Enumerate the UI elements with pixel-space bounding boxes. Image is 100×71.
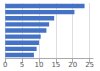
svg-text:10: 10 bbox=[35, 61, 44, 69]
svg-text:25: 25 bbox=[85, 61, 94, 69]
svg-text:0: 0 bbox=[3, 61, 7, 69]
svg-text:15: 15 bbox=[51, 61, 60, 69]
svg-text:20: 20 bbox=[68, 61, 77, 69]
svg-text:5: 5 bbox=[20, 61, 24, 69]
